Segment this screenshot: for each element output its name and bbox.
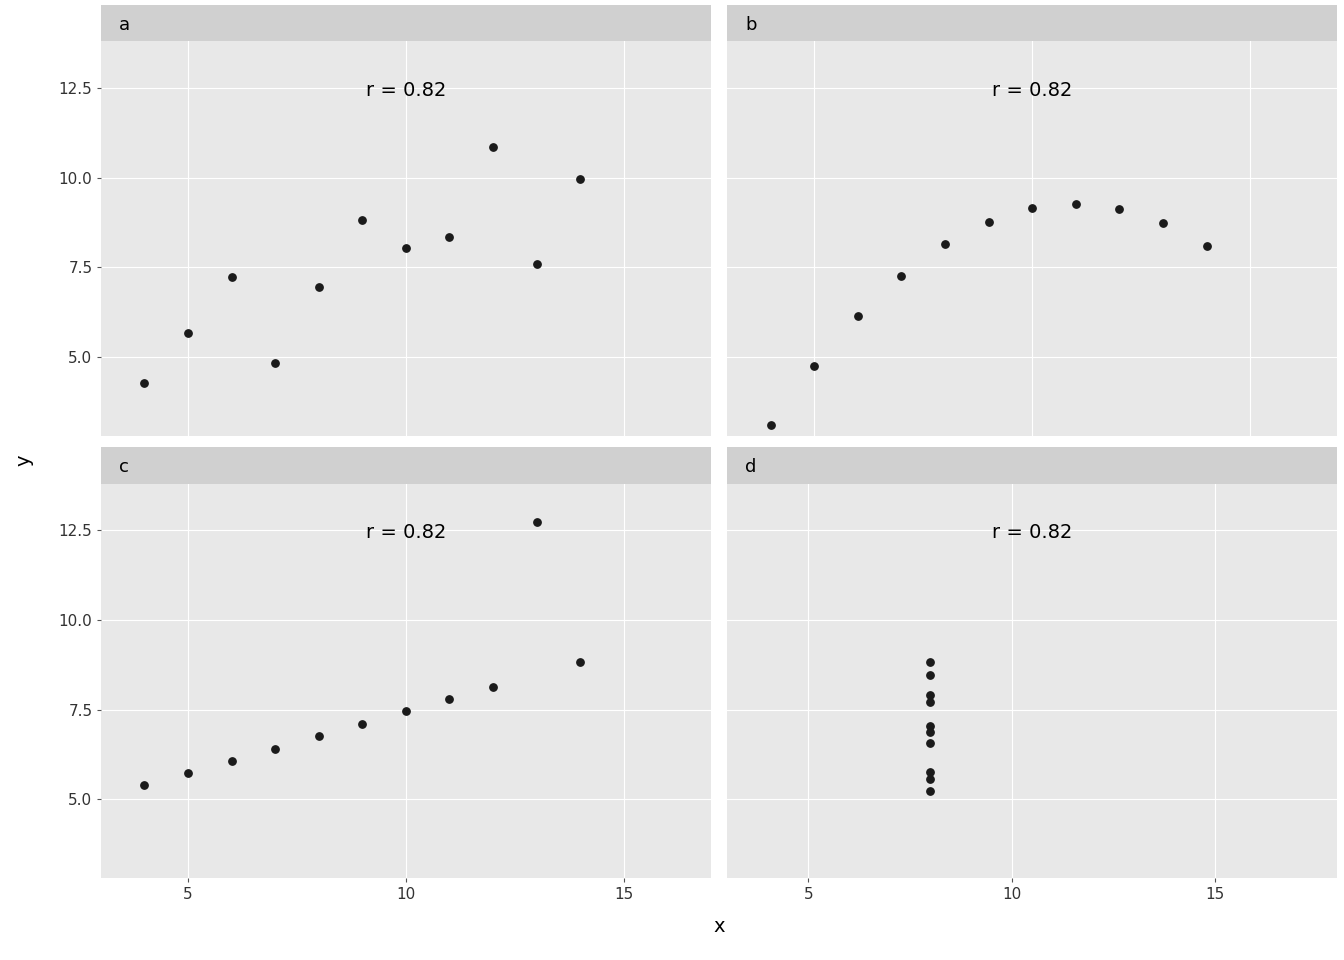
- Point: [352, 716, 374, 732]
- Text: r = 0.82: r = 0.82: [366, 523, 446, 542]
- Point: [526, 515, 547, 530]
- Point: [919, 719, 941, 734]
- Point: [133, 375, 155, 391]
- Point: [1064, 197, 1086, 212]
- Text: d: d: [746, 459, 757, 476]
- Point: [308, 279, 329, 295]
- Point: [919, 695, 941, 710]
- Point: [919, 667, 941, 683]
- Point: [526, 256, 547, 272]
- Point: [1152, 215, 1173, 230]
- Point: [308, 729, 329, 744]
- Text: b: b: [746, 16, 757, 34]
- Point: [352, 212, 374, 228]
- Point: [919, 687, 941, 703]
- Text: y: y: [15, 454, 34, 466]
- Point: [265, 741, 286, 756]
- Point: [1109, 201, 1130, 216]
- Text: r = 0.82: r = 0.82: [992, 523, 1073, 542]
- Point: [1196, 238, 1218, 253]
- Point: [438, 691, 460, 707]
- Point: [919, 764, 941, 780]
- Text: c: c: [120, 459, 129, 476]
- Point: [482, 140, 504, 156]
- Point: [177, 766, 199, 781]
- Text: r = 0.82: r = 0.82: [366, 81, 446, 100]
- Point: [804, 359, 825, 374]
- Point: [919, 782, 941, 798]
- Text: r = 0.82: r = 0.82: [992, 81, 1073, 100]
- Point: [570, 654, 591, 669]
- Point: [919, 724, 941, 739]
- Point: [395, 704, 417, 719]
- Point: [759, 418, 781, 433]
- Point: [847, 309, 868, 324]
- Point: [133, 778, 155, 793]
- Text: x: x: [714, 917, 724, 936]
- Point: [1021, 201, 1043, 216]
- Point: [919, 654, 941, 669]
- Point: [482, 679, 504, 694]
- Point: [934, 236, 956, 252]
- Point: [177, 324, 199, 340]
- Text: a: a: [120, 16, 130, 34]
- Point: [220, 269, 242, 284]
- Point: [265, 356, 286, 372]
- Point: [919, 735, 941, 751]
- Point: [570, 171, 591, 186]
- Point: [919, 772, 941, 787]
- Point: [438, 229, 460, 245]
- Point: [891, 268, 913, 283]
- Point: [978, 214, 1000, 229]
- Point: [395, 240, 417, 255]
- Point: [220, 753, 242, 768]
